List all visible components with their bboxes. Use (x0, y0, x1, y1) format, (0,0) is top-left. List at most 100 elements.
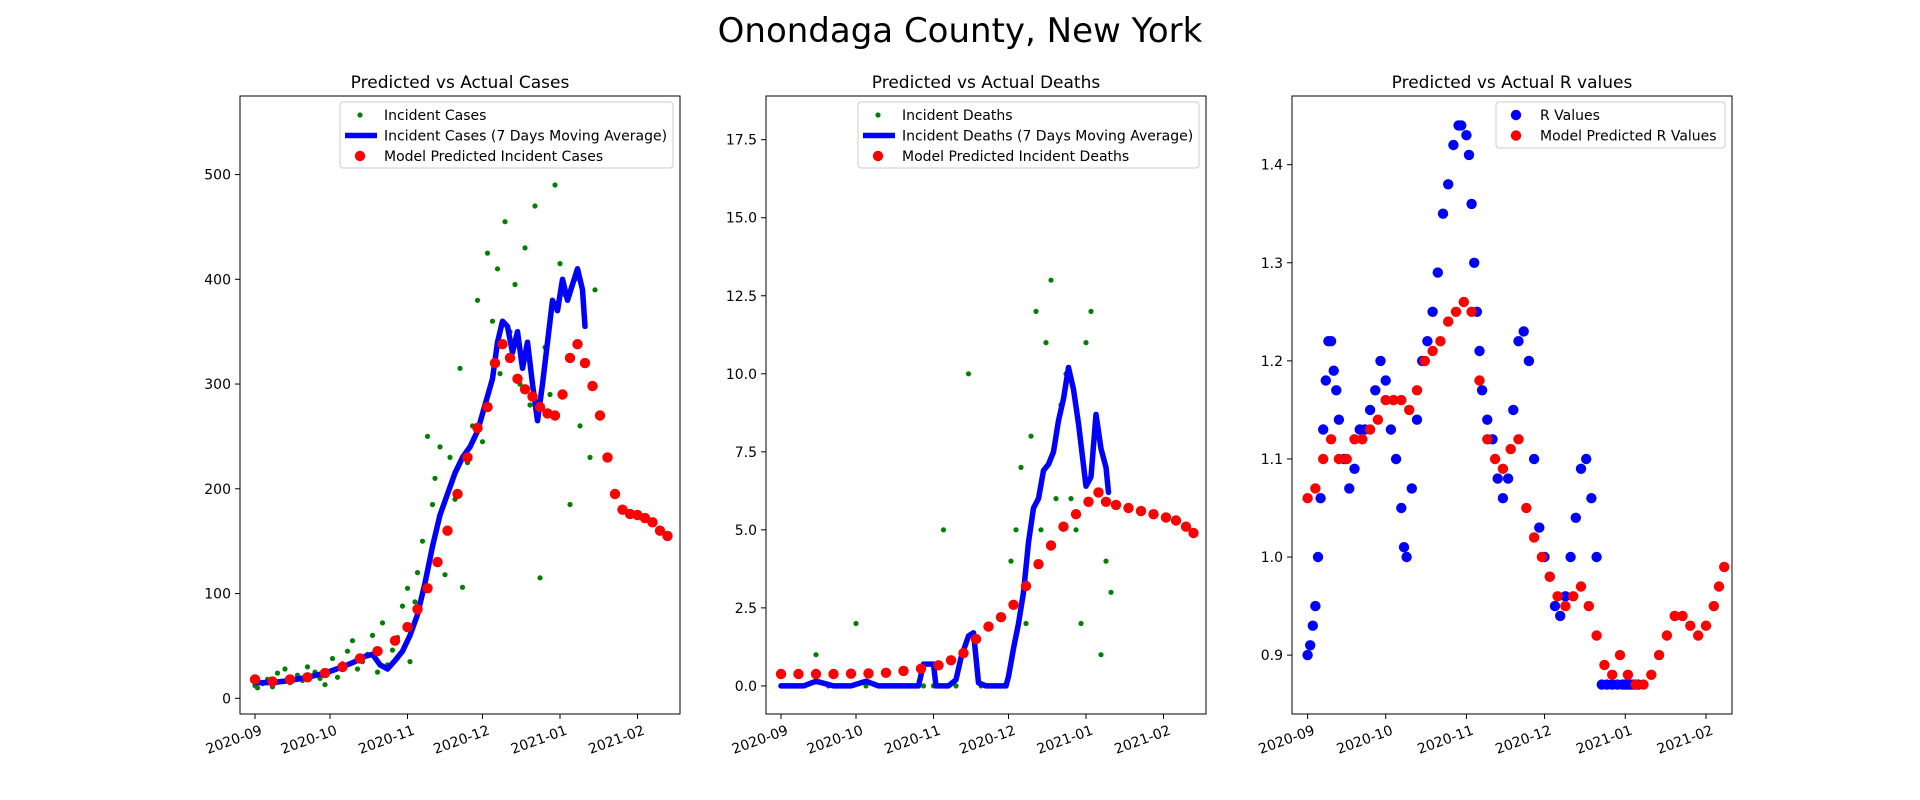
data-point (374, 669, 381, 675)
axes-frame (239, 95, 681, 715)
axes-frame (1291, 95, 1733, 715)
legend-label: Model Predicted Incident Cases (384, 149, 603, 165)
data-point (1310, 483, 1321, 494)
y-tick-label: 1.4 (1261, 158, 1283, 174)
data-point (1443, 316, 1454, 327)
data-point (1328, 365, 1339, 376)
data-point (274, 670, 281, 676)
data-point (1432, 267, 1444, 278)
data-point (1078, 620, 1084, 627)
data-point (1646, 669, 1657, 680)
data-point (1482, 414, 1493, 425)
data-point (1534, 522, 1545, 533)
data-point (1427, 345, 1438, 357)
data-point (1307, 620, 1319, 631)
data-point (1385, 424, 1397, 435)
data-point (1053, 496, 1059, 502)
data-point (567, 501, 573, 508)
data-point (1591, 630, 1602, 641)
data-point (1518, 326, 1529, 337)
data-point (1575, 463, 1587, 474)
data-point (1388, 394, 1399, 406)
data-point (534, 401, 546, 413)
data-point (1435, 336, 1446, 347)
data-point (1396, 394, 1407, 406)
data-point (552, 182, 558, 188)
data-point (845, 668, 857, 679)
data-point (1331, 385, 1342, 396)
data-point (537, 575, 543, 581)
data-point (432, 475, 438, 481)
y-tick-label: 5.0 (735, 523, 757, 539)
y-tick-label: 15.0 (726, 211, 757, 227)
data-point (1560, 600, 1571, 612)
data-point (1565, 551, 1576, 563)
data-point (402, 621, 413, 633)
data-point (399, 603, 406, 609)
data-point (404, 585, 411, 591)
y-tick-label: 0.9 (1261, 648, 1283, 664)
data-point (1349, 434, 1360, 445)
data-point (457, 365, 463, 371)
data-point (1586, 493, 1597, 504)
data-point (547, 391, 553, 398)
data-point (1098, 652, 1104, 658)
data-point (1497, 463, 1509, 474)
data-point (557, 261, 563, 267)
data-point (527, 402, 533, 408)
data-point (1008, 558, 1014, 564)
data-point (1315, 493, 1326, 504)
data-point (1318, 453, 1329, 465)
data-point (793, 668, 804, 680)
data-point (1653, 649, 1665, 661)
data-point (1719, 561, 1730, 573)
series-line (252, 266, 588, 686)
data-point (1180, 521, 1192, 532)
series-model-predicted-r-values (1302, 296, 1730, 690)
data-point (1555, 610, 1566, 622)
y-tick-label: 400 (204, 272, 231, 288)
data-point (447, 454, 453, 460)
data-point (522, 245, 528, 251)
data-point (284, 674, 296, 685)
data-point (1068, 496, 1074, 502)
data-point (527, 391, 538, 402)
data-point (933, 660, 944, 671)
data-point (497, 371, 503, 377)
data-point (1458, 296, 1470, 308)
data-point (532, 203, 538, 209)
legend: R Values Model Predicted R Values (1495, 101, 1726, 149)
data-point (497, 339, 508, 350)
data-point (452, 488, 463, 500)
data-point (813, 652, 819, 658)
data-point (1043, 340, 1049, 346)
data-point (1401, 551, 1412, 563)
data-point (549, 410, 561, 421)
data-point (1083, 496, 1094, 507)
data-point (302, 672, 313, 683)
data-point (1607, 669, 1618, 680)
data-point (1521, 502, 1532, 514)
data-point (940, 527, 947, 533)
y-tick-label: 1.2 (1261, 354, 1283, 370)
figure-suptitle: Onondaga County, New York (718, 11, 1203, 51)
data-point (437, 444, 443, 450)
data-point (915, 663, 927, 674)
data-point (489, 357, 501, 369)
y-tick-label: 10.0 (726, 367, 757, 383)
data-point (1020, 580, 1032, 592)
data-point (1058, 521, 1069, 532)
data-point (1398, 542, 1410, 553)
legend-label: Model Predicted R Values (1540, 129, 1717, 145)
data-point (429, 501, 436, 508)
data-point (319, 667, 331, 679)
legend: Incident Cases Incident Cases (7 Days Mov… (339, 101, 674, 169)
data-point (1364, 424, 1376, 435)
data-point (442, 572, 448, 578)
data-point (389, 647, 396, 653)
data-point (1123, 502, 1134, 514)
y-tick-label: 1.0 (1261, 550, 1283, 566)
data-point (983, 621, 994, 632)
data-point (1427, 306, 1438, 317)
data-point (1523, 355, 1535, 367)
